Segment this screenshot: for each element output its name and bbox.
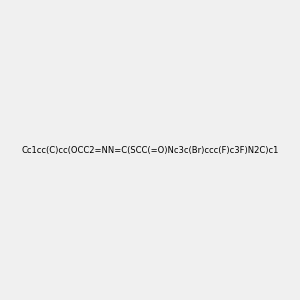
Text: Cc1cc(C)cc(OCC2=NN=C(SCC(=O)Nc3c(Br)ccc(F)c3F)N2C)c1: Cc1cc(C)cc(OCC2=NN=C(SCC(=O)Nc3c(Br)ccc(… — [21, 146, 279, 154]
